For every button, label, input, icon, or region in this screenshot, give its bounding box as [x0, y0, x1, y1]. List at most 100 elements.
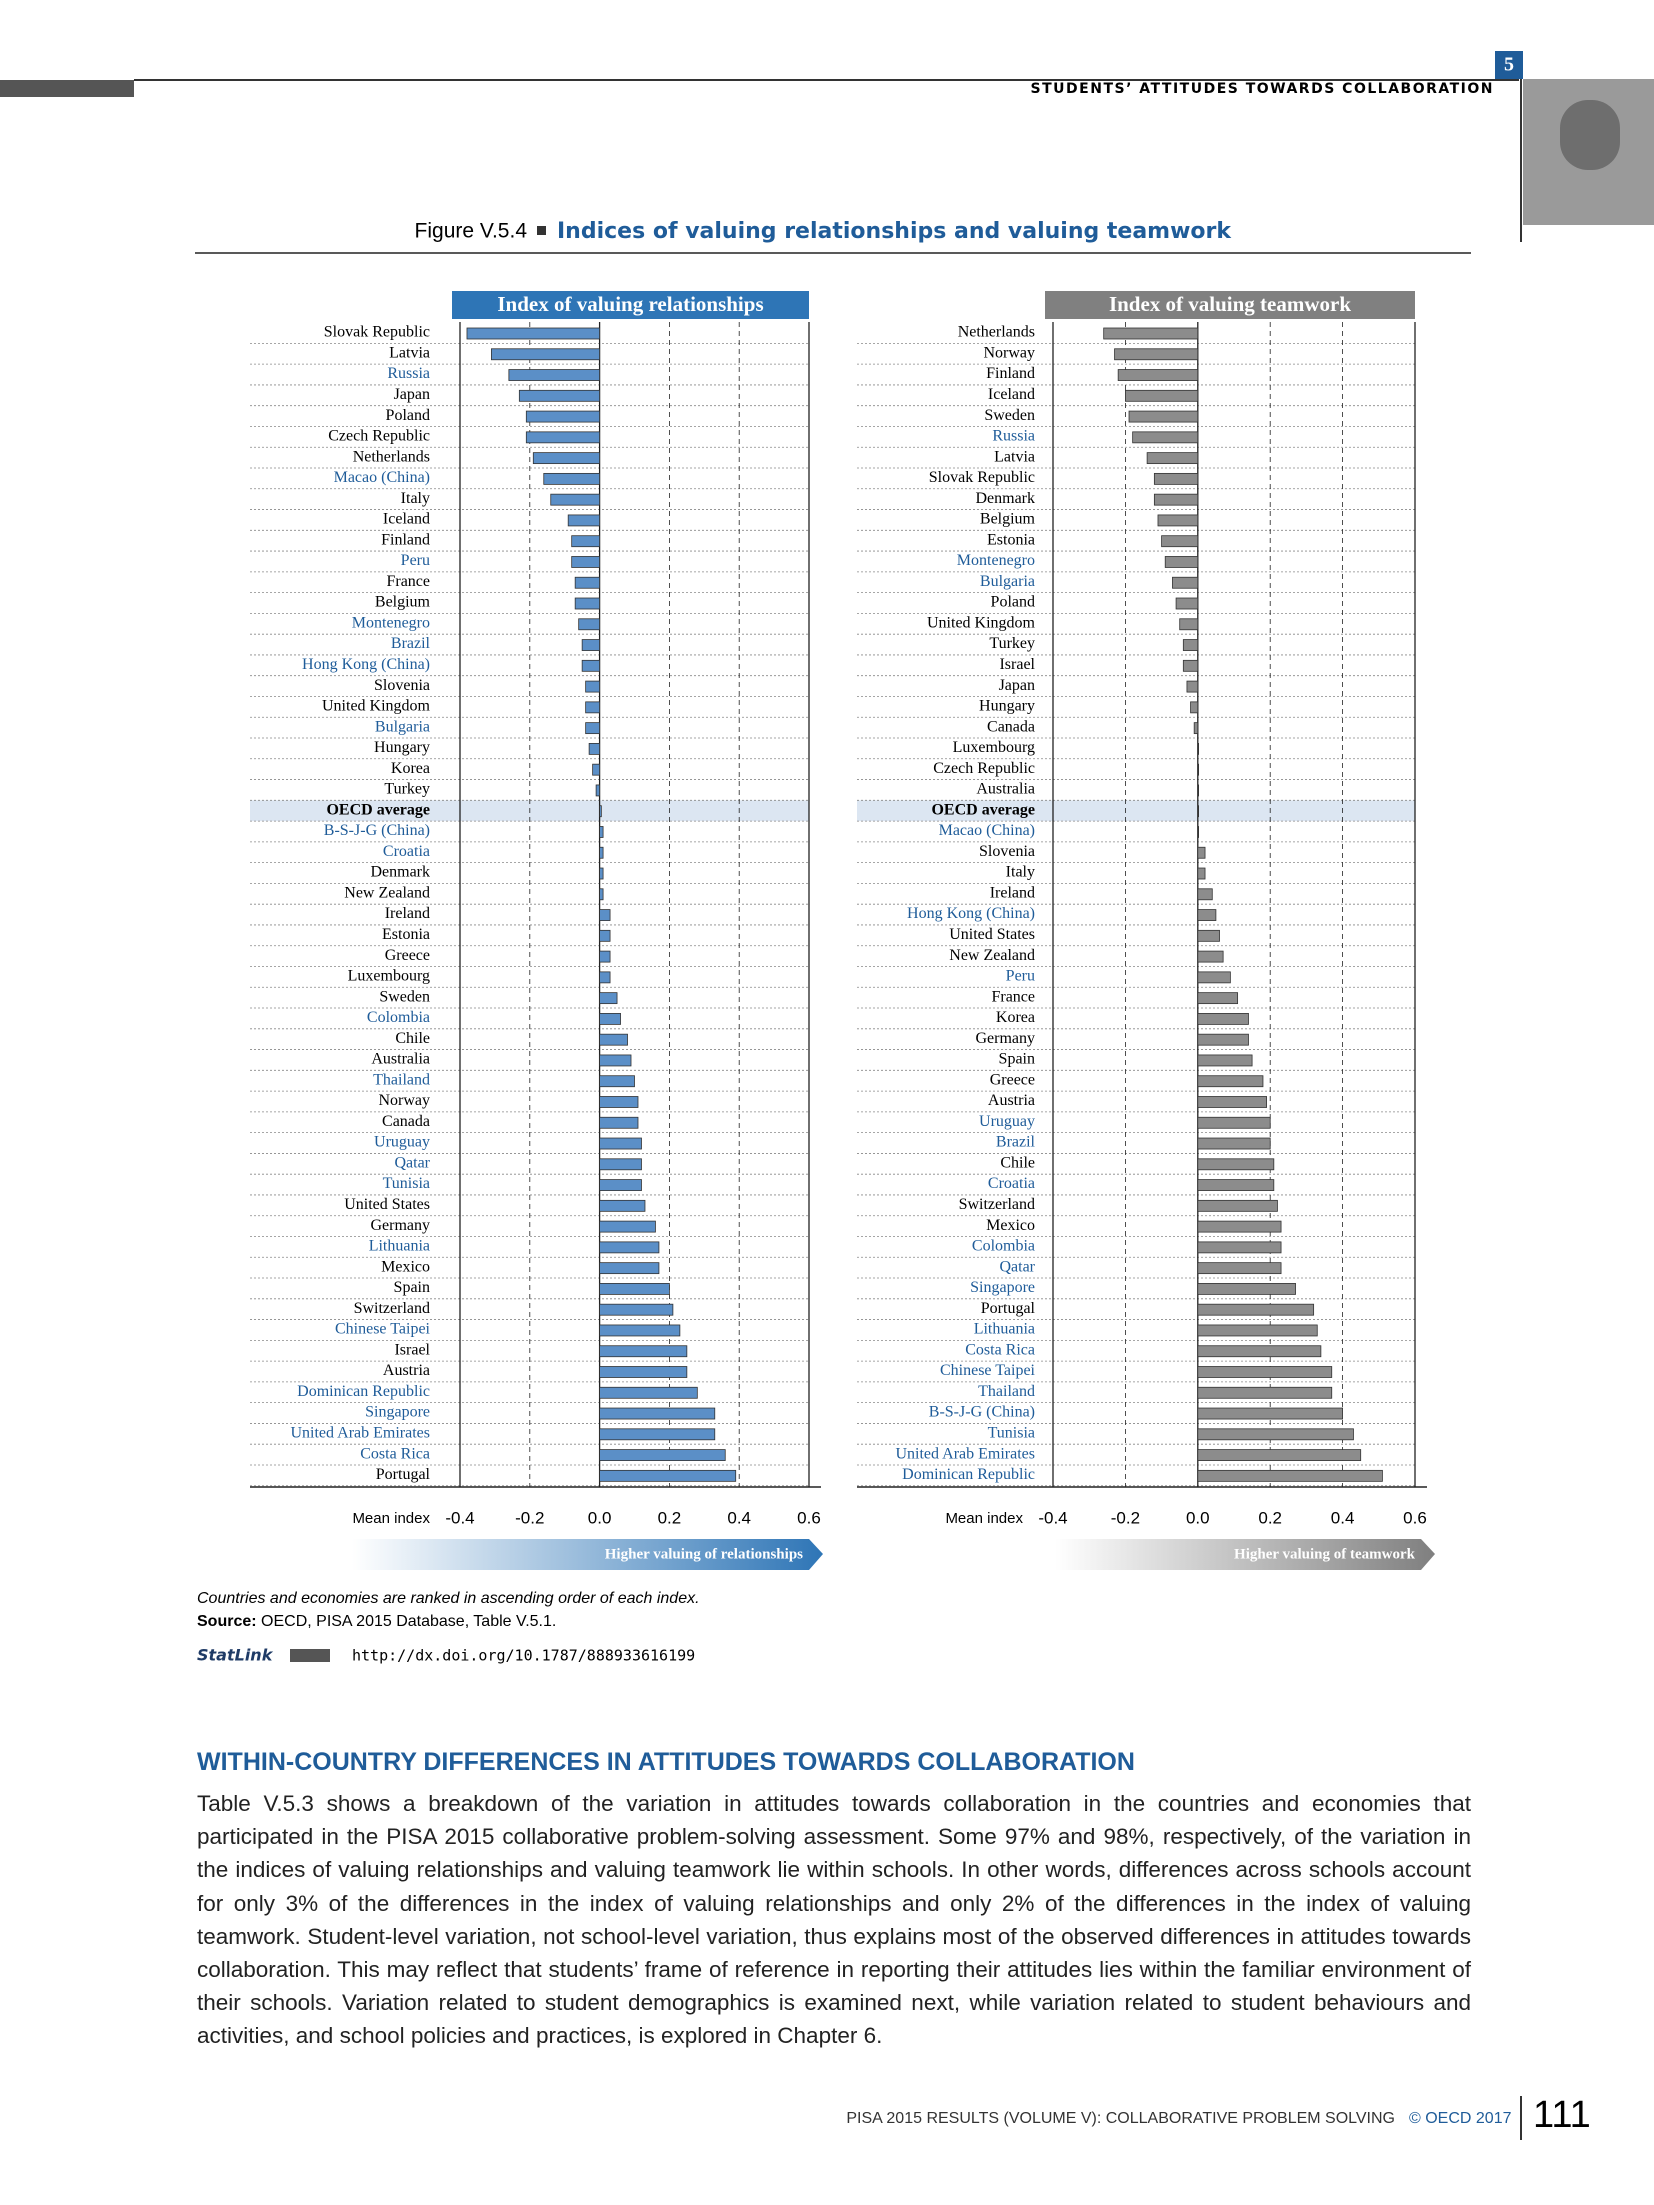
bar — [525, 410, 600, 423]
y-tick-label: B-S-J-G (China) — [324, 822, 430, 839]
y-tick-label: Thailand — [373, 1071, 430, 1088]
x-tick-label: -0.4 — [445, 1508, 474, 1527]
y-tick-label: Croatia — [383, 843, 430, 860]
arrow-label: Higher valuing of relationships — [605, 1546, 803, 1562]
bar — [1197, 992, 1239, 1005]
y-tick-label: Latvia — [389, 344, 430, 361]
y-tick-label: Japan — [394, 386, 430, 403]
bar — [1182, 659, 1199, 672]
y-tick-label: Italy — [401, 490, 430, 507]
y-tick-label: Hong Kong (China) — [302, 656, 430, 673]
y-tick-label: Belgium — [980, 511, 1036, 528]
bar — [599, 1324, 681, 1337]
x-tick-label: 0.2 — [658, 1508, 682, 1527]
y-tick-label: Poland — [991, 594, 1035, 611]
bar — [1193, 722, 1199, 735]
bar — [1153, 493, 1199, 506]
section-heading: WITHIN-COUNTRY DIFFERENCES IN ATTITUDES … — [197, 1748, 1135, 1776]
y-tick-label: Qatar — [394, 1154, 430, 1171]
y-tick-label: Netherlands — [353, 448, 430, 465]
bar — [578, 618, 600, 631]
bar — [599, 805, 602, 818]
y-tick-label: Greece — [385, 947, 430, 964]
y-tick-label: Brazil — [996, 1134, 1036, 1151]
bar — [1161, 535, 1199, 548]
y-tick-label: Bulgaria — [980, 573, 1035, 590]
y-tick-label: Finland — [986, 365, 1035, 382]
y-tick-label: Slovenia — [374, 677, 430, 694]
y-tick-label: Dominican Republic — [902, 1466, 1035, 1483]
source-text: OECD, PISA 2015 Database, Table V.5.1. — [257, 1613, 557, 1630]
y-tick-label: Korea — [996, 1009, 1035, 1026]
y-tick-label: Uruguay — [374, 1134, 430, 1151]
bar — [1117, 369, 1199, 381]
figure-bullet — [537, 226, 546, 235]
y-tick-label: Sweden — [379, 988, 430, 1005]
footer-rule — [1520, 2096, 1522, 2140]
x-tick-label: -0.2 — [515, 1508, 544, 1527]
bar — [588, 743, 601, 755]
bar — [599, 888, 604, 901]
bar — [1197, 1428, 1354, 1441]
bar — [1197, 846, 1206, 859]
bar — [1197, 784, 1200, 797]
bar — [1197, 743, 1200, 755]
y-tick-label: Israel — [999, 656, 1035, 673]
y-tick-label: Norway — [378, 1092, 430, 1109]
y-tick-label: Chinese Taipei — [335, 1321, 431, 1338]
y-tick-label: Greece — [990, 1071, 1035, 1088]
bar — [599, 1199, 646, 1212]
bar — [599, 992, 618, 1005]
arrow-label: Higher valuing of teamwork — [1234, 1546, 1416, 1562]
bar — [543, 472, 601, 485]
arrow — [352, 1539, 823, 1570]
bar — [599, 1303, 674, 1316]
y-tick-label: OECD average — [931, 801, 1035, 818]
y-tick-label: Canada — [382, 1113, 430, 1130]
bar — [599, 909, 611, 921]
bar — [1197, 1469, 1383, 1482]
bar — [599, 1013, 621, 1025]
y-tick-label: OECD average — [326, 801, 430, 818]
bar — [1186, 680, 1199, 693]
y-tick-label: Tunisia — [988, 1424, 1035, 1441]
bar — [1146, 452, 1199, 465]
bar — [1197, 826, 1200, 838]
y-tick-label: United Kingdom — [927, 614, 1036, 631]
bar — [571, 556, 600, 568]
x-tick-label: 0.4 — [1331, 1508, 1355, 1527]
statlink-url[interactable]: http://dx.doi.org/10.1787/888933616199 — [352, 1647, 695, 1665]
bar — [1197, 1303, 1315, 1316]
bar — [599, 971, 611, 984]
bar — [599, 1366, 688, 1378]
y-tick-label: France — [386, 573, 430, 590]
bar — [1197, 1179, 1275, 1191]
bar — [599, 1469, 737, 1482]
section-paragraph: Table V.5.3 shows a breakdown of the var… — [197, 1791, 1471, 2049]
y-tick-label: Austria — [988, 1092, 1035, 1109]
y-tick-label: Austria — [383, 1362, 430, 1379]
y-tick-label: New Zealand — [949, 947, 1035, 964]
bar — [1182, 639, 1199, 651]
y-tick-label: Peru — [1006, 968, 1035, 985]
bar — [1197, 1366, 1333, 1378]
bar — [599, 1075, 635, 1088]
bar — [599, 1096, 639, 1108]
bar — [1197, 1220, 1282, 1233]
bar — [1197, 867, 1206, 880]
photo-detail — [1560, 100, 1620, 170]
figure-title: Indices of valuing relationships and val… — [557, 219, 1232, 244]
bar — [595, 784, 600, 797]
bar — [1197, 1449, 1362, 1461]
source-label: Source: — [197, 1613, 257, 1630]
chapter-box — [1495, 51, 1523, 79]
bar — [1103, 327, 1199, 340]
ranking-note: Countries and economies are ranked in as… — [197, 1590, 700, 1607]
chart-title-box — [1045, 291, 1415, 319]
y-tick-label: Macao (China) — [334, 469, 430, 486]
bar — [1197, 1075, 1264, 1088]
header-bar — [0, 80, 134, 97]
y-tick-label: Turkey — [384, 781, 430, 798]
bar — [1114, 348, 1199, 361]
y-tick-label: Estonia — [987, 531, 1035, 548]
